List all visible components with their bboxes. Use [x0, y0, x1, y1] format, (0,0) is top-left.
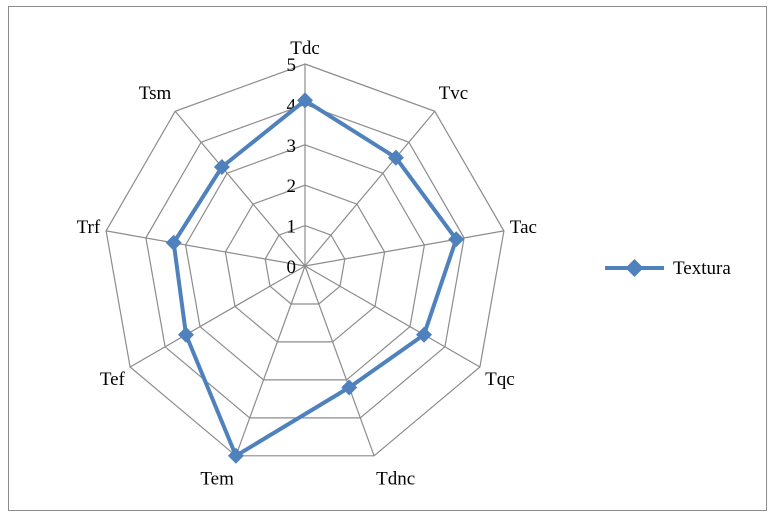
- category-label: Tdc: [290, 38, 320, 59]
- tick-label: 5: [287, 55, 297, 76]
- data-point: [178, 326, 194, 343]
- legend-marker: [625, 259, 644, 277]
- spoke-line: [304, 110, 436, 267]
- category-label: Tac: [510, 217, 537, 238]
- data-point: [416, 326, 432, 343]
- grid-ring: [224, 184, 386, 343]
- data-point: [341, 379, 358, 396]
- spoke-line: [105, 230, 306, 267]
- legend-label: Textura: [673, 258, 731, 279]
- legend: Textura: [605, 258, 731, 279]
- series-line: [171, 98, 459, 458]
- data-point: [165, 234, 182, 251]
- radial-ticks: 0 1 2 3 4 5: [287, 55, 297, 278]
- spoke-line: [304, 265, 375, 457]
- spoke-line: [304, 230, 505, 267]
- category-label: Tsm: [139, 83, 172, 104]
- grid-ring: [105, 63, 505, 457]
- axes: [105, 64, 505, 457]
- category-label: Tdnc: [376, 468, 415, 489]
- data-point: [448, 231, 465, 248]
- category-label: Trf: [77, 217, 101, 238]
- tick-label: 1: [287, 217, 297, 238]
- grid-ring: [264, 224, 346, 305]
- spoke-line: [304, 265, 481, 368]
- category-label: Tef: [100, 369, 126, 390]
- data-point: [387, 149, 404, 166]
- data-point: [213, 159, 230, 175]
- data-point: [297, 92, 313, 109]
- data-point: [227, 447, 244, 464]
- grid-ring: [145, 103, 465, 419]
- grid-ring: [184, 144, 426, 381]
- tick-label: 3: [287, 136, 297, 157]
- category-labels: Tdc Tvc Tac Tqc Tdnc Tem Tef Trf Tsm: [77, 38, 537, 489]
- spoke-line: [174, 110, 306, 267]
- spoke-line: [129, 265, 306, 368]
- series: [165, 92, 465, 464]
- tick-label: 0: [287, 257, 297, 278]
- category-label: Tvc: [439, 83, 469, 104]
- grid: [105, 63, 505, 457]
- spoke-line: [235, 265, 306, 457]
- chart-area: [8, 6, 767, 511]
- category-label: Tem: [200, 468, 234, 489]
- category-label: Tqc: [485, 369, 515, 390]
- tick-label: 2: [287, 176, 297, 197]
- tick-label: 4: [287, 95, 297, 116]
